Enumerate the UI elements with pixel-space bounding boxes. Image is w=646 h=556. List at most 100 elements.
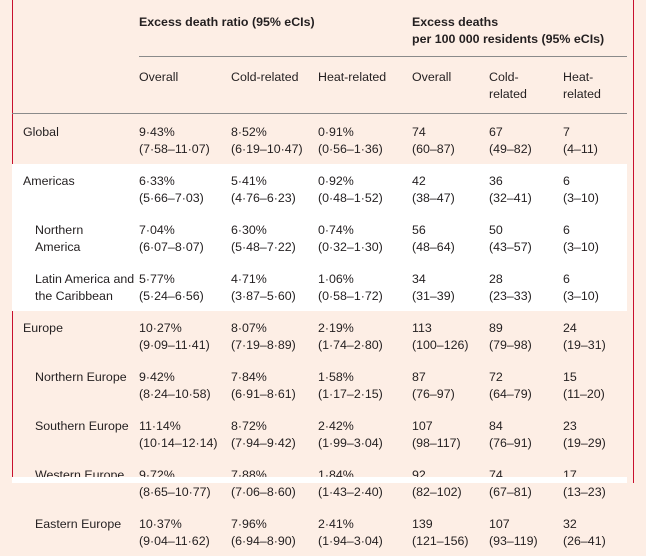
cell-interval: (100–126) [412,337,489,354]
cell-estimate: 8·52% [231,124,318,141]
cell-estimate: 113 [412,320,489,337]
cell-interval: (7·19–8·89) [231,337,318,354]
cell-deaths-cold: 36(32–41) [489,164,563,213]
cell-deaths-heat: 7(4–11) [563,114,627,165]
cell-estimate: 5·77% [139,271,231,288]
cell-ratio-overall: 10·37%(9·04–11·62) [139,507,231,556]
header-excess-deaths: Excess deaths per 100 000 residents (95%… [412,0,627,57]
cell-ratio-overall: 9·43%(7·58–11·07) [139,114,231,165]
cell-interval: (7·06–8·60) [231,484,318,501]
cell-estimate: 9·43% [139,124,231,141]
cell-deaths-heat: 23(19–29) [563,409,627,458]
cell-estimate: 24 [563,320,627,337]
cell-interval: (4·76–6·23) [231,190,318,207]
cell-interval: (98–117) [412,435,489,452]
cell-estimate: 7·04% [139,222,231,239]
cell-estimate: 0·92% [318,173,412,190]
cell-deaths-heat: 6(3–10) [563,213,627,262]
cell-deaths-overall: 56(48–64) [412,213,489,262]
cell-interval: (19–31) [563,337,627,354]
cell-interval: (3–10) [563,288,627,305]
cell-estimate: 8·72% [231,418,318,435]
cell-interval: (43–57) [489,239,563,256]
cell-interval: (32–41) [489,190,563,207]
cell-ratio-cold: 7·84%(6·91–8·61) [231,360,318,409]
cell-interval: (93–119) [489,533,563,550]
cell-interval: (5·24–6·56) [139,288,231,305]
cell-estimate: 7 [563,124,627,141]
row-label: Americas [12,164,139,213]
cell-deaths-overall: 107(98–117) [412,409,489,458]
cell-estimate: 8·07% [231,320,318,337]
cell-interval: (79–98) [489,337,563,354]
cell-ratio-cold: 8·52%(6·19–10·47) [231,114,318,165]
cell-ratio-overall: 11·14%(10·14–12·14) [139,409,231,458]
cell-estimate: 72 [489,369,563,386]
cell-interval: (8·24–10·58) [139,386,231,403]
cell-estimate: 50 [489,222,563,239]
bottom-band [12,477,627,483]
cell-interval: (9·09–11·41) [139,337,231,354]
col-header-ratio-overall: Overall [139,57,231,114]
cell-interval: (0·32–1·30) [318,239,412,256]
header-excess-deaths-line2: per 100 000 residents (95% eCIs) [412,31,627,48]
column-header-row: Overall Cold-related Heat-related Overal… [12,57,627,114]
cell-ratio-heat: 1·58%(1·17–2·15) [318,360,412,409]
cell-deaths-cold: 84(76–91) [489,409,563,458]
cell-estimate: 23 [563,418,627,435]
cell-deaths-overall: 87(76–97) [412,360,489,409]
cell-ratio-heat: 2·41%(1·94–3·04) [318,507,412,556]
cell-estimate: 139 [412,516,489,533]
cell-ratio-heat: 2·42%(1·99–3·04) [318,409,412,458]
cell-deaths-heat: 32(26–41) [563,507,627,556]
cell-deaths-cold: 72(64–79) [489,360,563,409]
cell-estimate: 5·41% [231,173,318,190]
header-excess-death-ratio-text: Excess death ratio (95% eCIs) [139,15,315,29]
cell-estimate: 74 [412,124,489,141]
cell-interval: (6·91–8·61) [231,386,318,403]
cell-interval: (6·94–8·90) [231,533,318,550]
cell-interval: (1·74–2·80) [318,337,412,354]
cell-interval: (8·65–10·77) [139,484,231,501]
cell-estimate: 2·19% [318,320,412,337]
header-excess-deaths-line1: Excess deaths [412,14,627,31]
cell-estimate: 32 [563,516,627,533]
cell-interval: (60–87) [412,141,489,158]
cell-ratio-heat: 0·92%(0·48–1·52) [318,164,412,213]
col-header-ratio-heat: Heat-related [318,57,412,114]
cell-deaths-overall: 34(31–39) [412,262,489,311]
cell-interval: (5·48–7·22) [231,239,318,256]
cell-deaths-cold: 67(49–82) [489,114,563,165]
blank-subheader [12,57,139,114]
row-label: Eastern Europe [12,507,139,556]
cell-estimate: 1·58% [318,369,412,386]
cell-estimate: 0·74% [318,222,412,239]
cell-deaths-cold: 28(23–33) [489,262,563,311]
cell-interval: (10·14–12·14) [139,435,231,452]
cell-interval: (6·07–8·07) [139,239,231,256]
cell-estimate: 56 [412,222,489,239]
cell-estimate: 42 [412,173,489,190]
cell-estimate: 6 [563,271,627,288]
row-label: Southern Europe [12,409,139,458]
row-label: Europe [12,311,139,360]
cell-estimate: 11·14% [139,418,231,435]
cell-interval: (31–39) [412,288,489,305]
cell-deaths-heat: 6(3–10) [563,164,627,213]
cell-interval: (5·66–7·03) [139,190,231,207]
cell-estimate: 36 [489,173,563,190]
cell-ratio-cold: 8·72%(7·94–9·42) [231,409,318,458]
cell-ratio-cold: 8·07%(7·19–8·89) [231,311,318,360]
cell-estimate: 4·71% [231,271,318,288]
cell-deaths-overall: 74(60–87) [412,114,489,165]
cell-ratio-cold: 4·71%(3·87–5·60) [231,262,318,311]
cell-interval: (3–10) [563,190,627,207]
cell-ratio-heat: 2·19%(1·74–2·80) [318,311,412,360]
cell-deaths-cold: 50(43–57) [489,213,563,262]
cell-interval: (1·17–2·15) [318,386,412,403]
cell-ratio-heat: 0·91%(0·56–1·36) [318,114,412,165]
